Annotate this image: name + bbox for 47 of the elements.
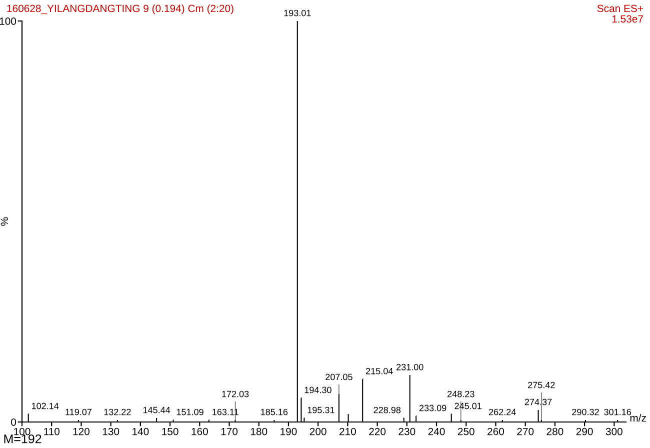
- x-tick-label: 200: [310, 428, 326, 436]
- annotation: 228.98: [374, 406, 401, 414]
- x-tick-label: 210: [340, 428, 356, 436]
- x-tick-label: 160: [192, 428, 208, 436]
- y-axis-title: %: [0, 217, 8, 226]
- x-tick-label: 280: [546, 428, 564, 436]
- annotation: 172.03: [222, 390, 249, 398]
- x-tick-label: 180: [250, 428, 268, 436]
- x-tick-label: 270: [517, 428, 534, 436]
- x-tick-label: 170: [221, 428, 238, 436]
- x-tick-label: 190: [280, 428, 297, 436]
- x-tick-label: 290: [576, 428, 593, 436]
- x-tick-label: 300: [606, 428, 622, 436]
- x-axis-title: m/z: [630, 414, 646, 422]
- x-tick-label: 100: [14, 428, 30, 436]
- annotation: 290.32: [572, 408, 599, 416]
- annotation: 207.05: [326, 374, 352, 380]
- chart-subtitle: Scan ES+ 1.53e7: [597, 4, 643, 23]
- x-tick-label: 110: [44, 428, 60, 436]
- annotation: 145.44: [143, 406, 170, 414]
- annotation: 301.16: [604, 408, 631, 416]
- x-tick-label: 260: [488, 428, 504, 436]
- text: M=192: [4, 434, 42, 444]
- x-tick-label: 230: [398, 428, 416, 436]
- annotation: 275.42: [528, 382, 555, 388]
- annotation: 119.07: [66, 408, 92, 416]
- annotation: 132.22: [104, 408, 131, 416]
- annotation: 151.09: [176, 408, 204, 416]
- x-tick-label: 120: [73, 428, 90, 436]
- x-tick-label: 250: [458, 428, 474, 436]
- annotation: 102.14: [32, 402, 59, 410]
- annotation: 194.30: [304, 386, 332, 394]
- annotation: 248.23: [448, 390, 474, 398]
- x-tick-label: 130: [102, 428, 120, 436]
- x-tick-label: 150: [162, 428, 178, 436]
- chart-title: 160628_YILANGDANGTING 9 (0.194) Cm (2:20): [7, 4, 234, 14]
- annotation: 193.01: [284, 10, 311, 16]
- annotation: 262.24: [489, 408, 516, 416]
- annotation: 233.09: [419, 404, 446, 412]
- annotation: 215.04: [366, 368, 393, 374]
- y-tick-label: 0: [11, 418, 16, 426]
- x-tick-label: 140: [132, 428, 149, 436]
- annotation: 195.31: [308, 406, 334, 414]
- annotation: 231.00: [396, 364, 424, 370]
- annotation: 185.16: [261, 408, 288, 416]
- x-tick-label: 220: [369, 428, 386, 436]
- x-tick-label: 240: [428, 428, 445, 436]
